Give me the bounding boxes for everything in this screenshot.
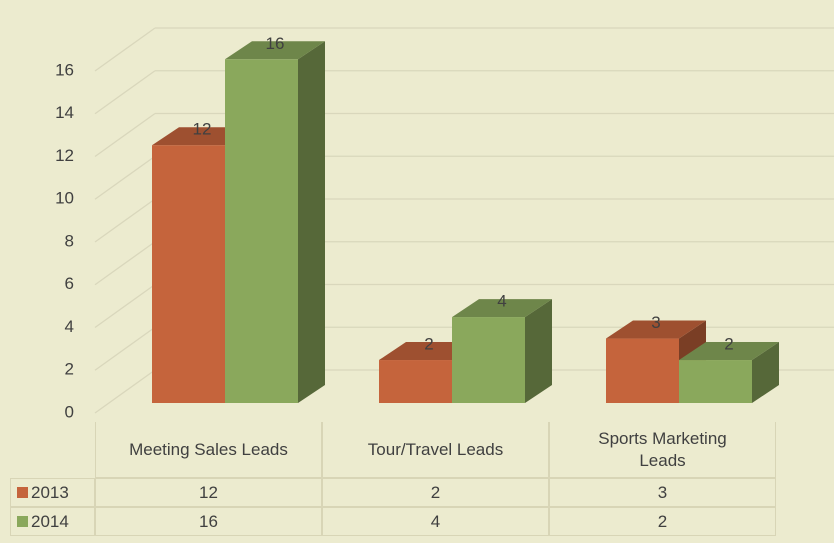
table-value-text: 2: [430, 482, 441, 502]
table-value: 2: [322, 478, 549, 507]
y-tick-label: 16: [55, 60, 74, 79]
table-value: 12: [95, 478, 322, 507]
grid-line-side: [94, 369, 156, 414]
data-label: 3: [651, 313, 660, 332]
table-value-text: 12: [199, 482, 218, 502]
x-tick-label: Meeting Sales Leads: [129, 439, 288, 459]
data-label: 4: [497, 292, 506, 311]
category-cell: Meeting Sales Leads: [95, 422, 322, 478]
grid-line-side: [94, 241, 156, 286]
bar-side: [298, 41, 325, 403]
legend-label: 2013: [31, 482, 69, 502]
bar-top: [225, 41, 325, 60]
bar: [679, 360, 752, 403]
y-tick-label: 0: [65, 402, 74, 421]
grid-line-side: [94, 70, 156, 115]
y-tick-label: 8: [65, 231, 74, 250]
grid-line-side: [94, 198, 156, 243]
data-label: 2: [424, 335, 433, 354]
y-tick-label: 10: [55, 189, 74, 208]
grid-line-side: [94, 112, 156, 158]
bar: [606, 338, 679, 403]
category-cell: Tour/Travel Leads: [322, 422, 549, 478]
y-tick-label: 14: [55, 103, 74, 122]
bar: [152, 145, 225, 403]
bar-top: [606, 320, 706, 339]
bar-top: [452, 299, 552, 318]
bar: [225, 59, 298, 403]
table-value: 4: [322, 507, 549, 536]
table-value-text: 16: [199, 511, 218, 531]
x-tick-label: Tour/Travel Leads: [367, 439, 504, 459]
table-value: 16: [95, 507, 322, 536]
legend-label: 2014: [31, 511, 69, 531]
y-tick-label: 6: [65, 274, 74, 293]
table-value-text: 4: [430, 511, 441, 531]
bar-side: [525, 299, 552, 403]
table-value: 3: [549, 478, 776, 507]
y-tick-label: 2: [65, 360, 74, 379]
bar: [379, 360, 452, 403]
data-label: 2: [724, 335, 733, 354]
grid-line-side: [94, 155, 156, 200]
category-cell: Sports Marketing Leads: [549, 422, 776, 478]
y-tick-label: 4: [65, 317, 74, 336]
table-value: 2: [549, 507, 776, 536]
bar-side: [752, 342, 779, 403]
legend-key: [17, 487, 28, 498]
bar-top: [679, 342, 779, 361]
table-value-text: 3: [657, 482, 668, 502]
grid-line-side: [94, 27, 156, 72]
table-value-text: 2: [657, 511, 668, 531]
legend-key: [17, 516, 28, 527]
legend-cell: 2013: [10, 478, 95, 507]
data-label: 16: [266, 34, 285, 53]
y-tick-label: 12: [55, 146, 74, 165]
grid-line-side: [94, 326, 156, 371]
grid-line-side: [94, 283, 156, 329]
bar: [452, 317, 525, 403]
legend-cell: 2014: [10, 507, 95, 536]
data-label: 12: [193, 120, 212, 139]
x-tick-label: Sports Marketing Leads: [598, 428, 727, 470]
